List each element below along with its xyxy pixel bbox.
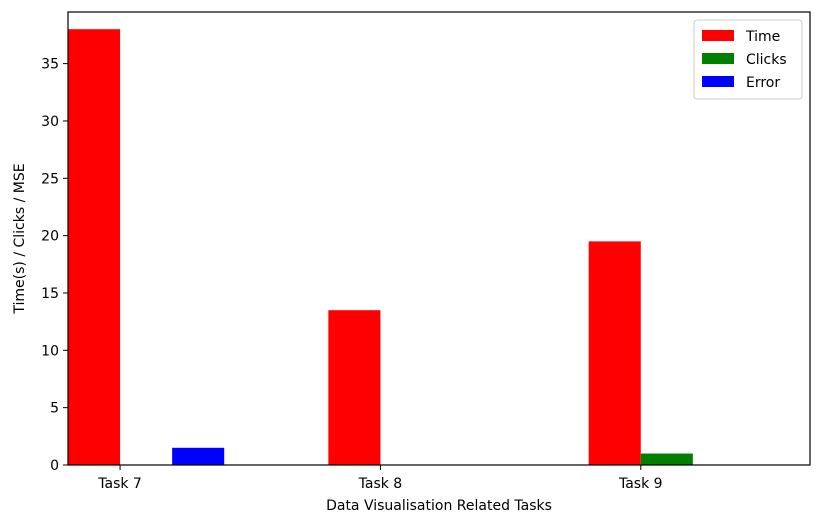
y-tick-label: 5: [50, 401, 59, 417]
y-tick-label: 25: [41, 171, 59, 187]
legend-label-error: Error: [746, 75, 780, 91]
plot-frame: [67, 11, 811, 466]
y-tick-label: 35: [41, 57, 59, 73]
legend-swatch-error: [702, 76, 734, 87]
y-axis-label: Time(s) / Clicks / MSE: [12, 163, 28, 314]
bar-time-task-7: [68, 29, 121, 465]
bar-error-task-7: [172, 447, 225, 465]
legend-swatch-clicks: [702, 53, 734, 64]
legend-label-time: Time: [745, 29, 780, 45]
y-tick-label: 0: [50, 458, 59, 474]
bar-clicks-task-9: [640, 453, 693, 465]
y-tick-label: 20: [41, 229, 59, 245]
bar-time-task-8: [328, 310, 381, 465]
y-axis: 0 5 10 15 20 25 30 35: [41, 57, 68, 474]
x-axis-label: Data Visualisation Related Tasks: [326, 498, 552, 514]
legend-label-clicks: Clicks: [746, 52, 787, 68]
bar-time-task-9: [588, 241, 641, 465]
bars-layer: [68, 29, 693, 465]
x-tick-label: Task 8: [358, 476, 403, 492]
legend: Time Clicks Error: [693, 19, 803, 100]
x-axis: Task 7 Task 8 Task 9: [97, 465, 663, 492]
y-tick-label: 15: [41, 286, 59, 302]
y-tick-label: 10: [41, 343, 59, 359]
x-tick-label: Task 9: [618, 476, 663, 492]
legend-swatch-time: [702, 30, 734, 41]
x-tick-label: Task 7: [97, 476, 142, 492]
y-tick-label: 30: [41, 114, 59, 130]
